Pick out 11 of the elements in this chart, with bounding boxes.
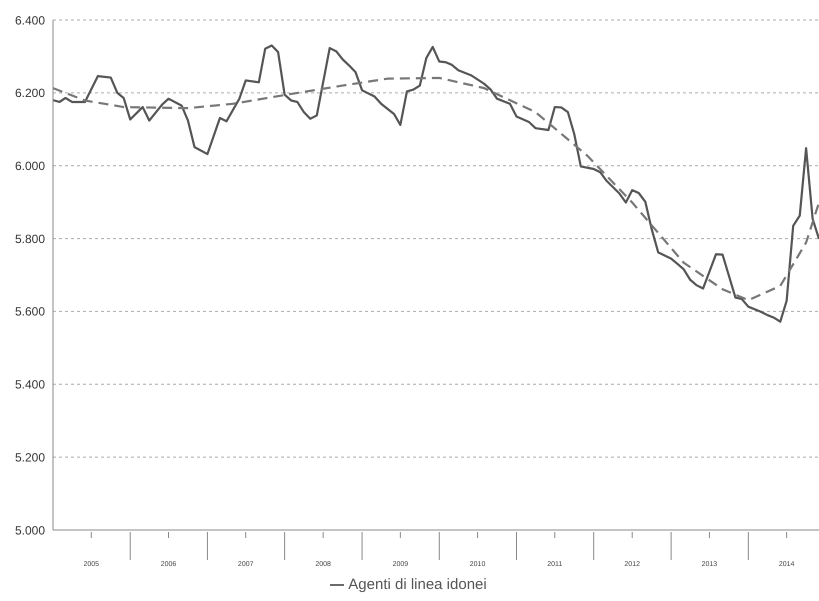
y-tick-label: 6.000 xyxy=(14,158,46,173)
y-tick-label: 6.200 xyxy=(14,86,46,100)
y-tick-label: 5.600 xyxy=(14,304,46,319)
y-tick-label: 6.400 xyxy=(14,13,46,28)
y-tick-label: 5.400 xyxy=(14,378,46,392)
y-tick-label: 5.200 xyxy=(14,450,46,464)
legend-label: Agenti di linea idonei xyxy=(348,576,487,593)
line-series xyxy=(53,44,819,323)
line-series xyxy=(53,76,819,302)
y-tick-label: 5.800 xyxy=(14,232,46,246)
y-tick-label: 5.000 xyxy=(14,523,46,538)
